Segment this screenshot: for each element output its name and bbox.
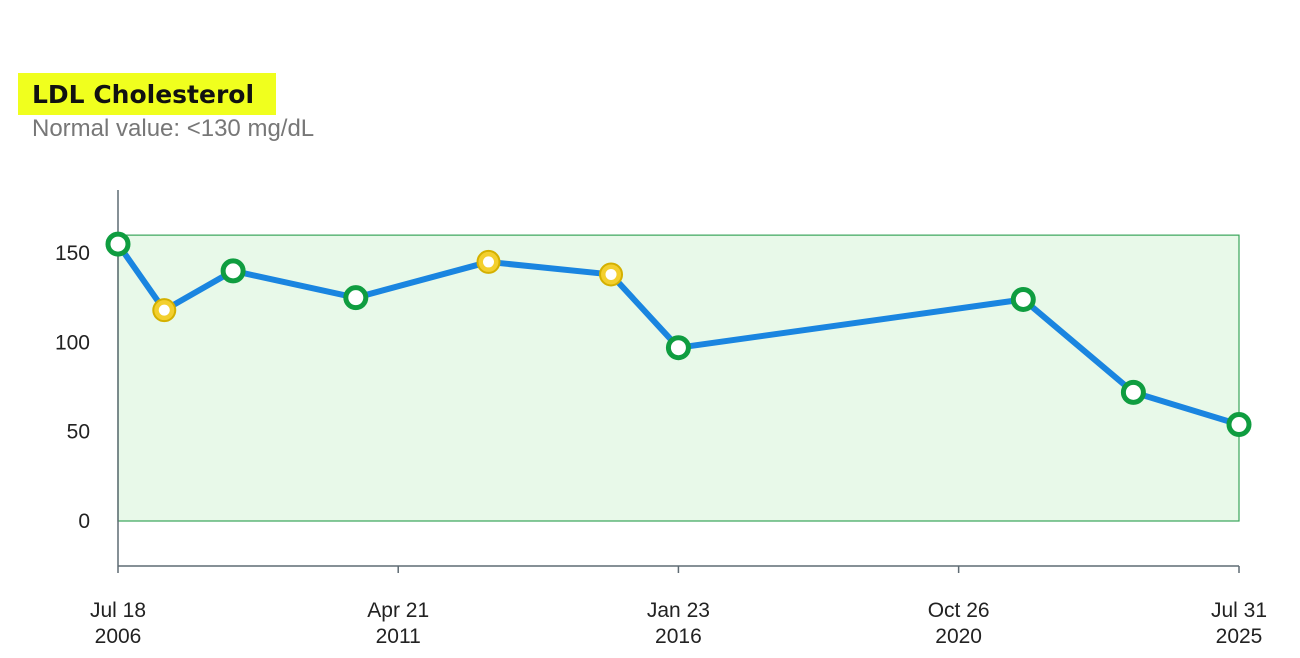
x-tick-label-3-line1: Oct 26 (928, 599, 990, 622)
data-point-7 (1010, 286, 1036, 312)
x-tick-label-1-line1: Apr 21 (367, 599, 429, 622)
data-point-1-center (158, 304, 170, 316)
x-tick-label-4-line1: Jul 31 (1211, 599, 1267, 622)
x-tick-label-2-line2: 2016 (655, 625, 702, 648)
data-point-2 (220, 258, 246, 284)
chart-title: LDL Cholesterol (32, 79, 255, 109)
y-tick-label-100: 100 (55, 331, 90, 354)
data-point-4-center (482, 256, 494, 268)
normal-range-band (117, 234, 1240, 522)
x-tick-label-0-line1: Jul 18 (90, 599, 146, 622)
data-point-3 (343, 285, 369, 311)
x-tick-label-1-line2: 2011 (376, 625, 421, 648)
ldl-series-line (115, 241, 1242, 428)
y-tick-label-0: 0 (78, 510, 90, 533)
x-tick-label-4-line2: 2025 (1216, 625, 1263, 648)
x-tick-label-3-line2: 2020 (935, 625, 982, 648)
data-point-0 (105, 231, 131, 257)
data-point-9 (1226, 412, 1252, 438)
y-tick-label-150: 150 (55, 242, 90, 265)
data-point-8 (1120, 379, 1146, 405)
x-tick-label-0-line2: 2006 (95, 625, 142, 648)
x-tick-label-2-line1: Jan 23 (647, 599, 710, 622)
data-point-5-center (605, 268, 617, 280)
y-tick-label-50: 50 (67, 421, 90, 444)
data-point-6 (665, 335, 691, 361)
chart-subtitle: Normal value: <130 mg/dL (32, 115, 315, 142)
title-highlight: LDL Cholesterol (18, 73, 277, 115)
